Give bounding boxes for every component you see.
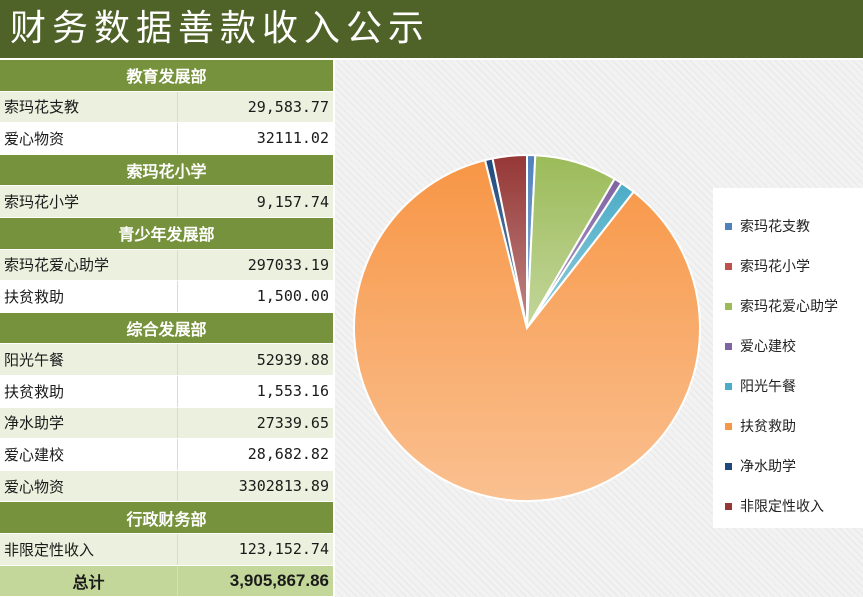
table-row: 净水助学 27339.65 [0,407,333,440]
item-value: 9,157.74 [256,192,329,211]
pie-chart [353,153,701,502]
table-row: 索玛花支教 29,583.77 [0,91,333,124]
item-name: 扶贫救助 [0,281,178,312]
legend-label: 索玛花小学 [740,259,810,275]
table-row: 爱心建校 28,682.82 [0,439,333,471]
legend-label: 非限定性收入 [740,499,824,515]
legend-item: 净水助学 [725,446,863,486]
legend-label: 扶贫救助 [740,419,796,435]
legend-swatch [725,382,732,390]
item-value: 1,553.16 [256,382,329,401]
legend-swatch [725,342,732,350]
table-row: 爱心物资 32111.02 [0,123,333,155]
item-name: 索玛花爱心助学 [0,249,178,281]
pie-chart-area: 索玛花支教索玛花小学索玛花爱心助学 爱心建校阳光午餐扶贫救助净水助学非限定性收入 [335,60,863,597]
legend-label: 净水助学 [740,459,796,475]
total-label: 总计 [0,565,178,597]
legend-item: 索玛花爱心助学 [725,286,863,326]
item-name: 阳光午餐 [0,344,178,375]
item-name: 扶贫救助 [0,375,178,407]
item-name: 净水助学 [0,407,178,439]
item-value: 1,500.00 [256,287,329,306]
table-section-header: 综合发展部 [0,312,333,345]
pie-slice [491,153,528,329]
table-row: 爱心物资 3302813.89 [0,470,333,503]
item-value: 32111.02 [256,129,329,148]
table-section-header: 教育发展部 [0,60,333,92]
item-name: 爱心建校 [0,439,178,470]
legend-swatch [725,502,732,510]
legend-label: 索玛花爱心助学 [740,299,838,315]
table-row: 扶贫救助 1,500.00 [0,281,333,313]
item-name: 非限定性收入 [0,533,178,565]
legend-item: 扶贫救助 [725,406,863,446]
legend-label: 索玛花支教 [740,219,810,235]
legend-item: 索玛花小学 [725,246,863,286]
item-value: 52939.88 [256,350,329,369]
legend-swatch [725,422,732,430]
legend-swatch [725,462,732,470]
item-value: 27339.65 [256,413,329,432]
table-row: 索玛花爱心助学 297033.19 [0,249,333,282]
legend-swatch [725,262,732,270]
table-row: 索玛花小学 9,157.74 [0,186,333,218]
item-value: 28,682.82 [247,445,329,464]
legend-swatch [725,222,732,230]
total-value: 3,905,867.86 [229,570,329,590]
item-name: 爱心物资 [0,470,178,502]
item-name: 索玛花小学 [0,186,178,217]
legend-item: 索玛花支教 [725,206,863,246]
legend-label: 阳光午餐 [740,379,796,395]
item-value: 123,152.74 [238,540,329,559]
table-row: 阳光午餐 52939.88 [0,344,333,376]
legend-swatch [725,302,732,310]
page-title: 财务数据善款收入公示 [0,0,863,58]
item-value: 29,583.77 [247,97,329,116]
legend-item: 阳光午餐 [725,366,863,406]
table-section-header: 索玛花小学 [0,154,333,187]
pie-slice [353,158,701,502]
pie-slices [353,153,701,502]
table-total-row: 总计 3,905,867.86 [0,565,333,597]
item-name: 爱心物资 [0,123,178,154]
table-row: 扶贫救助 1,553.16 [0,375,333,408]
donation-table: 教育发展部 索玛花支教 29,583.77 爱心物资 32111.02 索玛花小学 索玛花小… [0,60,333,597]
item-name: 索玛花支教 [0,91,178,123]
item-value: 297033.19 [247,255,329,274]
table-section-header: 青少年发展部 [0,217,333,250]
table-row: 非限定性收入 123,152.74 [0,533,333,566]
table-section-header: 行政财务部 [0,502,333,534]
legend-label: 爱心建校 [740,339,796,355]
item-value: 3302813.89 [238,477,329,496]
chart-legend: 索玛花支教索玛花小学索玛花爱心助学 爱心建校阳光午餐扶贫救助净水助学非限定性收入 [713,188,863,528]
legend-item: 爱心建校 [725,326,863,366]
legend-item: 非限定性收入 [725,486,863,526]
